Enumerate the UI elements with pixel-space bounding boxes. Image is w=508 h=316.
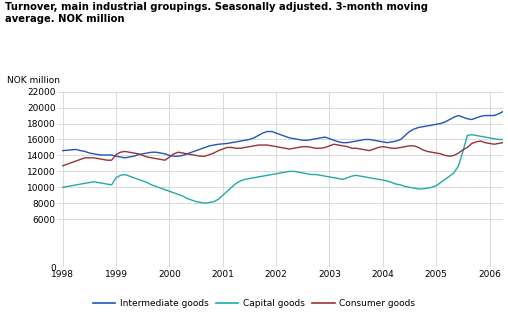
Line: Consumer goods: Consumer goods — [62, 139, 508, 166]
Consumer goods — [260, 143, 266, 147]
Consumer goods — [59, 164, 66, 168]
Line: Capital goods: Capital goods — [62, 135, 508, 203]
Text: Turnover, main industrial groupings. Seasonally adjusted. 3-month moving
average: Turnover, main industrial groupings. Sea… — [5, 2, 428, 24]
Capital goods — [64, 185, 70, 188]
Consumer goods — [122, 149, 128, 153]
Consumer goods — [64, 162, 70, 166]
Capital goods — [59, 185, 66, 189]
Intermediate goods — [64, 148, 70, 152]
Capital goods — [202, 201, 208, 205]
Capital goods — [469, 133, 475, 137]
Consumer goods — [393, 146, 399, 150]
Intermediate goods — [126, 155, 133, 159]
Intermediate goods — [122, 156, 128, 160]
Consumer goods — [398, 146, 404, 149]
Intermediate goods — [398, 137, 404, 141]
Capital goods — [122, 173, 128, 176]
Intermediate goods — [402, 134, 408, 137]
Intermediate goods — [264, 130, 270, 133]
Capital goods — [242, 177, 248, 181]
Text: NOK million: NOK million — [7, 76, 60, 85]
Line: Intermediate goods: Intermediate goods — [62, 100, 508, 158]
Capital goods — [402, 185, 408, 188]
Capital goods — [264, 173, 270, 177]
Legend: Intermediate goods, Capital goods, Consumer goods: Intermediate goods, Capital goods, Consu… — [89, 295, 419, 312]
Intermediate goods — [59, 149, 66, 153]
Capital goods — [398, 183, 404, 187]
